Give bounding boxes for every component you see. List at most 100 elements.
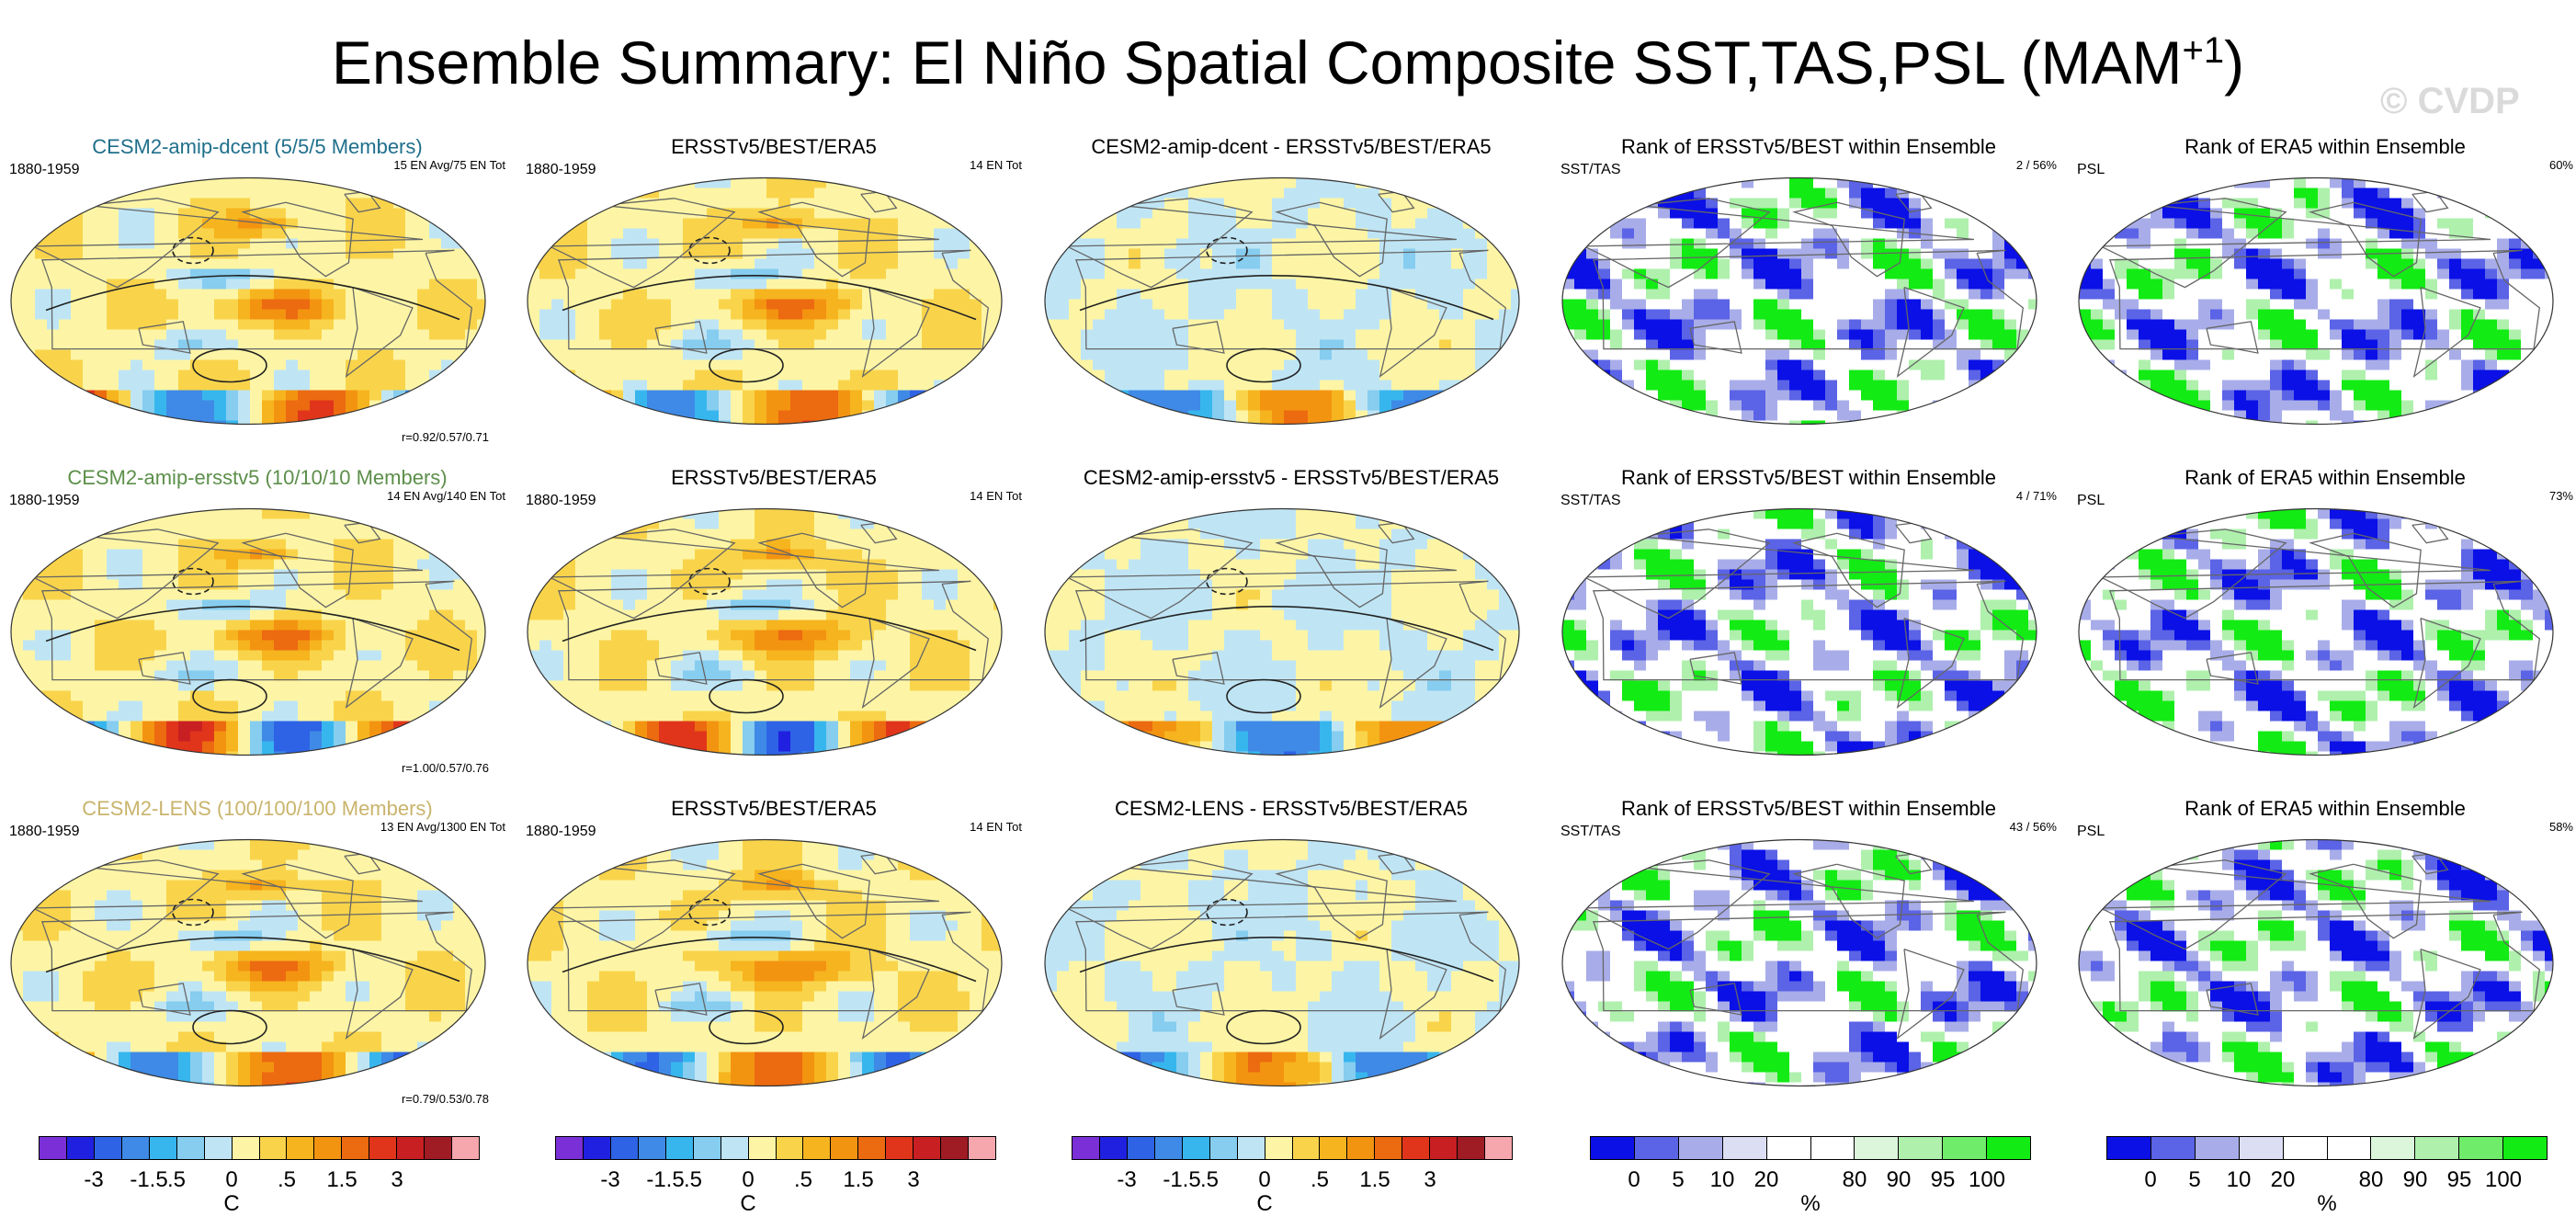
map-cell (1670, 258, 1683, 270)
map-cell (2186, 339, 2199, 351)
map-cell (453, 268, 466, 280)
map-cell (2318, 228, 2331, 240)
map-cell (528, 380, 540, 392)
map-cell (2016, 228, 2029, 240)
map-cell (1176, 279, 1189, 290)
map-cell (334, 208, 346, 220)
map-cell (528, 349, 540, 361)
map-cell (334, 238, 346, 250)
map-cell (119, 329, 131, 341)
map-cell (1164, 248, 1177, 260)
map-cell (1646, 420, 1659, 425)
map-cell (1487, 218, 1500, 230)
map-cell (178, 268, 191, 280)
map-cell (635, 279, 648, 290)
map-cell (1140, 390, 1153, 402)
map-cell (1885, 238, 1898, 250)
map-cell (1284, 248, 1297, 260)
map-cell (274, 268, 287, 280)
map-cell (707, 248, 720, 260)
map-cell (214, 339, 227, 351)
map-cell (23, 420, 36, 425)
map-cell (1682, 188, 1695, 199)
map-cell (2198, 370, 2211, 381)
map-cell (659, 359, 672, 371)
map-cell (1200, 380, 1213, 392)
map-cell (2318, 359, 2331, 371)
map-cell (683, 370, 696, 381)
map-cell (393, 238, 406, 250)
map-cell (826, 309, 839, 321)
map-cell (838, 198, 851, 210)
map-cell (910, 258, 923, 270)
map-cell (1706, 349, 1719, 361)
map-cell (71, 258, 84, 270)
map-cell (190, 228, 203, 240)
map-cell (1646, 390, 1659, 402)
map-cell (154, 289, 167, 301)
map-cell (357, 400, 370, 412)
map-cell (1837, 228, 1850, 240)
map-cell (334, 339, 346, 351)
map-cell (946, 390, 959, 402)
map-cell (2437, 248, 2450, 260)
map-cell (1475, 329, 1488, 341)
map-cell (1248, 390, 1261, 402)
map-cell (2437, 319, 2450, 331)
map-cell (369, 410, 382, 422)
map-cell (107, 370, 119, 381)
map-cell (226, 390, 239, 402)
map-cell (393, 410, 406, 422)
map-cell (1081, 309, 1094, 321)
map-cell (1777, 420, 1790, 425)
map-cell (1284, 188, 1297, 199)
map-cell (814, 380, 827, 392)
map-cell (1658, 339, 1671, 351)
map-cell (202, 390, 215, 402)
map-cell (1272, 309, 1285, 321)
map-cell (1658, 238, 1671, 250)
map-cell (1403, 420, 1416, 425)
map-cell (2473, 177, 2486, 189)
map-cell (2509, 188, 2522, 199)
map-cell (2401, 238, 2414, 250)
map-cell (778, 309, 791, 321)
map-cell (1789, 359, 1802, 371)
map-cell (262, 248, 275, 260)
map-cell (2016, 329, 2029, 341)
map-cell (755, 410, 767, 422)
map-cell (1499, 299, 1512, 311)
map-cell (1224, 208, 1237, 220)
map-cell (587, 258, 600, 270)
map-cell (1475, 218, 1488, 230)
map-cell (1308, 258, 1321, 270)
map-cell (1562, 228, 1575, 240)
map-cell (1682, 198, 1695, 210)
map-cell (1598, 258, 1611, 270)
map-cell (1308, 319, 1321, 331)
map-cell (1562, 390, 1575, 402)
map-cell (2174, 258, 2187, 270)
map-cell (731, 319, 743, 331)
map-cell (441, 319, 454, 331)
map-cell (1801, 309, 1814, 321)
map-cell (1284, 329, 1297, 341)
map-cell (743, 289, 755, 301)
map-cell (1224, 279, 1237, 290)
map-cell (551, 329, 564, 341)
map-cell (2354, 228, 2366, 240)
map-cell (1909, 248, 1922, 260)
map-cell (1093, 410, 1106, 422)
map-cell (1212, 370, 1225, 381)
map-cell (2127, 177, 2139, 189)
map-cell (381, 238, 394, 250)
map-cell (1188, 218, 1201, 230)
map-cell (2150, 370, 2163, 381)
map-cell (357, 359, 370, 371)
map-cell (2425, 258, 2438, 270)
map-cell (1694, 198, 1707, 210)
map-cell (575, 238, 588, 250)
map-cell (1909, 400, 1922, 412)
map-cell (1634, 400, 1647, 412)
map-cell (946, 198, 959, 210)
